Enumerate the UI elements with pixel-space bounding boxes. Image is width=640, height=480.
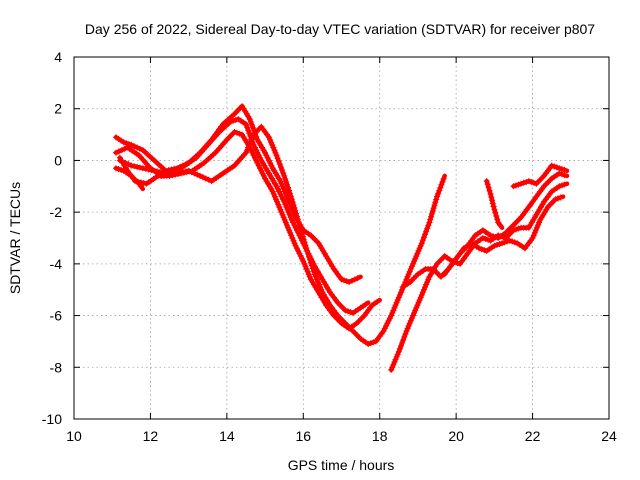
y-tick-label: 4 (54, 49, 62, 65)
x-tick-label: 10 (66, 428, 82, 444)
y-tick-label: -2 (50, 204, 63, 220)
x-tick-label: 14 (219, 428, 235, 444)
chart-title: Day 256 of 2022, Sidereal Day-to-day VTE… (85, 21, 595, 37)
series-markers (116, 123, 447, 347)
series-markers (483, 178, 504, 229)
y-tick-label: -10 (42, 411, 62, 427)
plot-frame (73, 56, 610, 420)
y-tick-label: -6 (50, 308, 63, 324)
x-tick-label: 12 (143, 428, 159, 444)
data-series (116, 123, 447, 347)
data-series (483, 178, 505, 230)
y-axis-title: SDTVAR / TECUs (7, 182, 23, 294)
data-series (441, 170, 570, 278)
x-axis-title: GPS time / hours (288, 457, 395, 473)
y-tick-label: -4 (50, 256, 63, 272)
x-tick-label: 16 (295, 428, 311, 444)
y-tick-label: 2 (54, 101, 62, 117)
series-markers (113, 165, 144, 190)
series-layer (113, 103, 570, 373)
x-tick-label: 22 (525, 428, 541, 444)
y-tick-label: -8 (50, 359, 63, 375)
x-tick-label: 18 (372, 428, 388, 444)
grid-layer (74, 57, 609, 419)
series-markers (510, 162, 568, 190)
series-markers (441, 170, 568, 278)
x-tick-label: 24 (601, 428, 617, 444)
x-tick-label: 20 (448, 428, 464, 444)
data-series (113, 165, 146, 192)
y-tick-label: 0 (54, 152, 62, 168)
data-series (510, 162, 570, 190)
data-series (388, 181, 570, 373)
